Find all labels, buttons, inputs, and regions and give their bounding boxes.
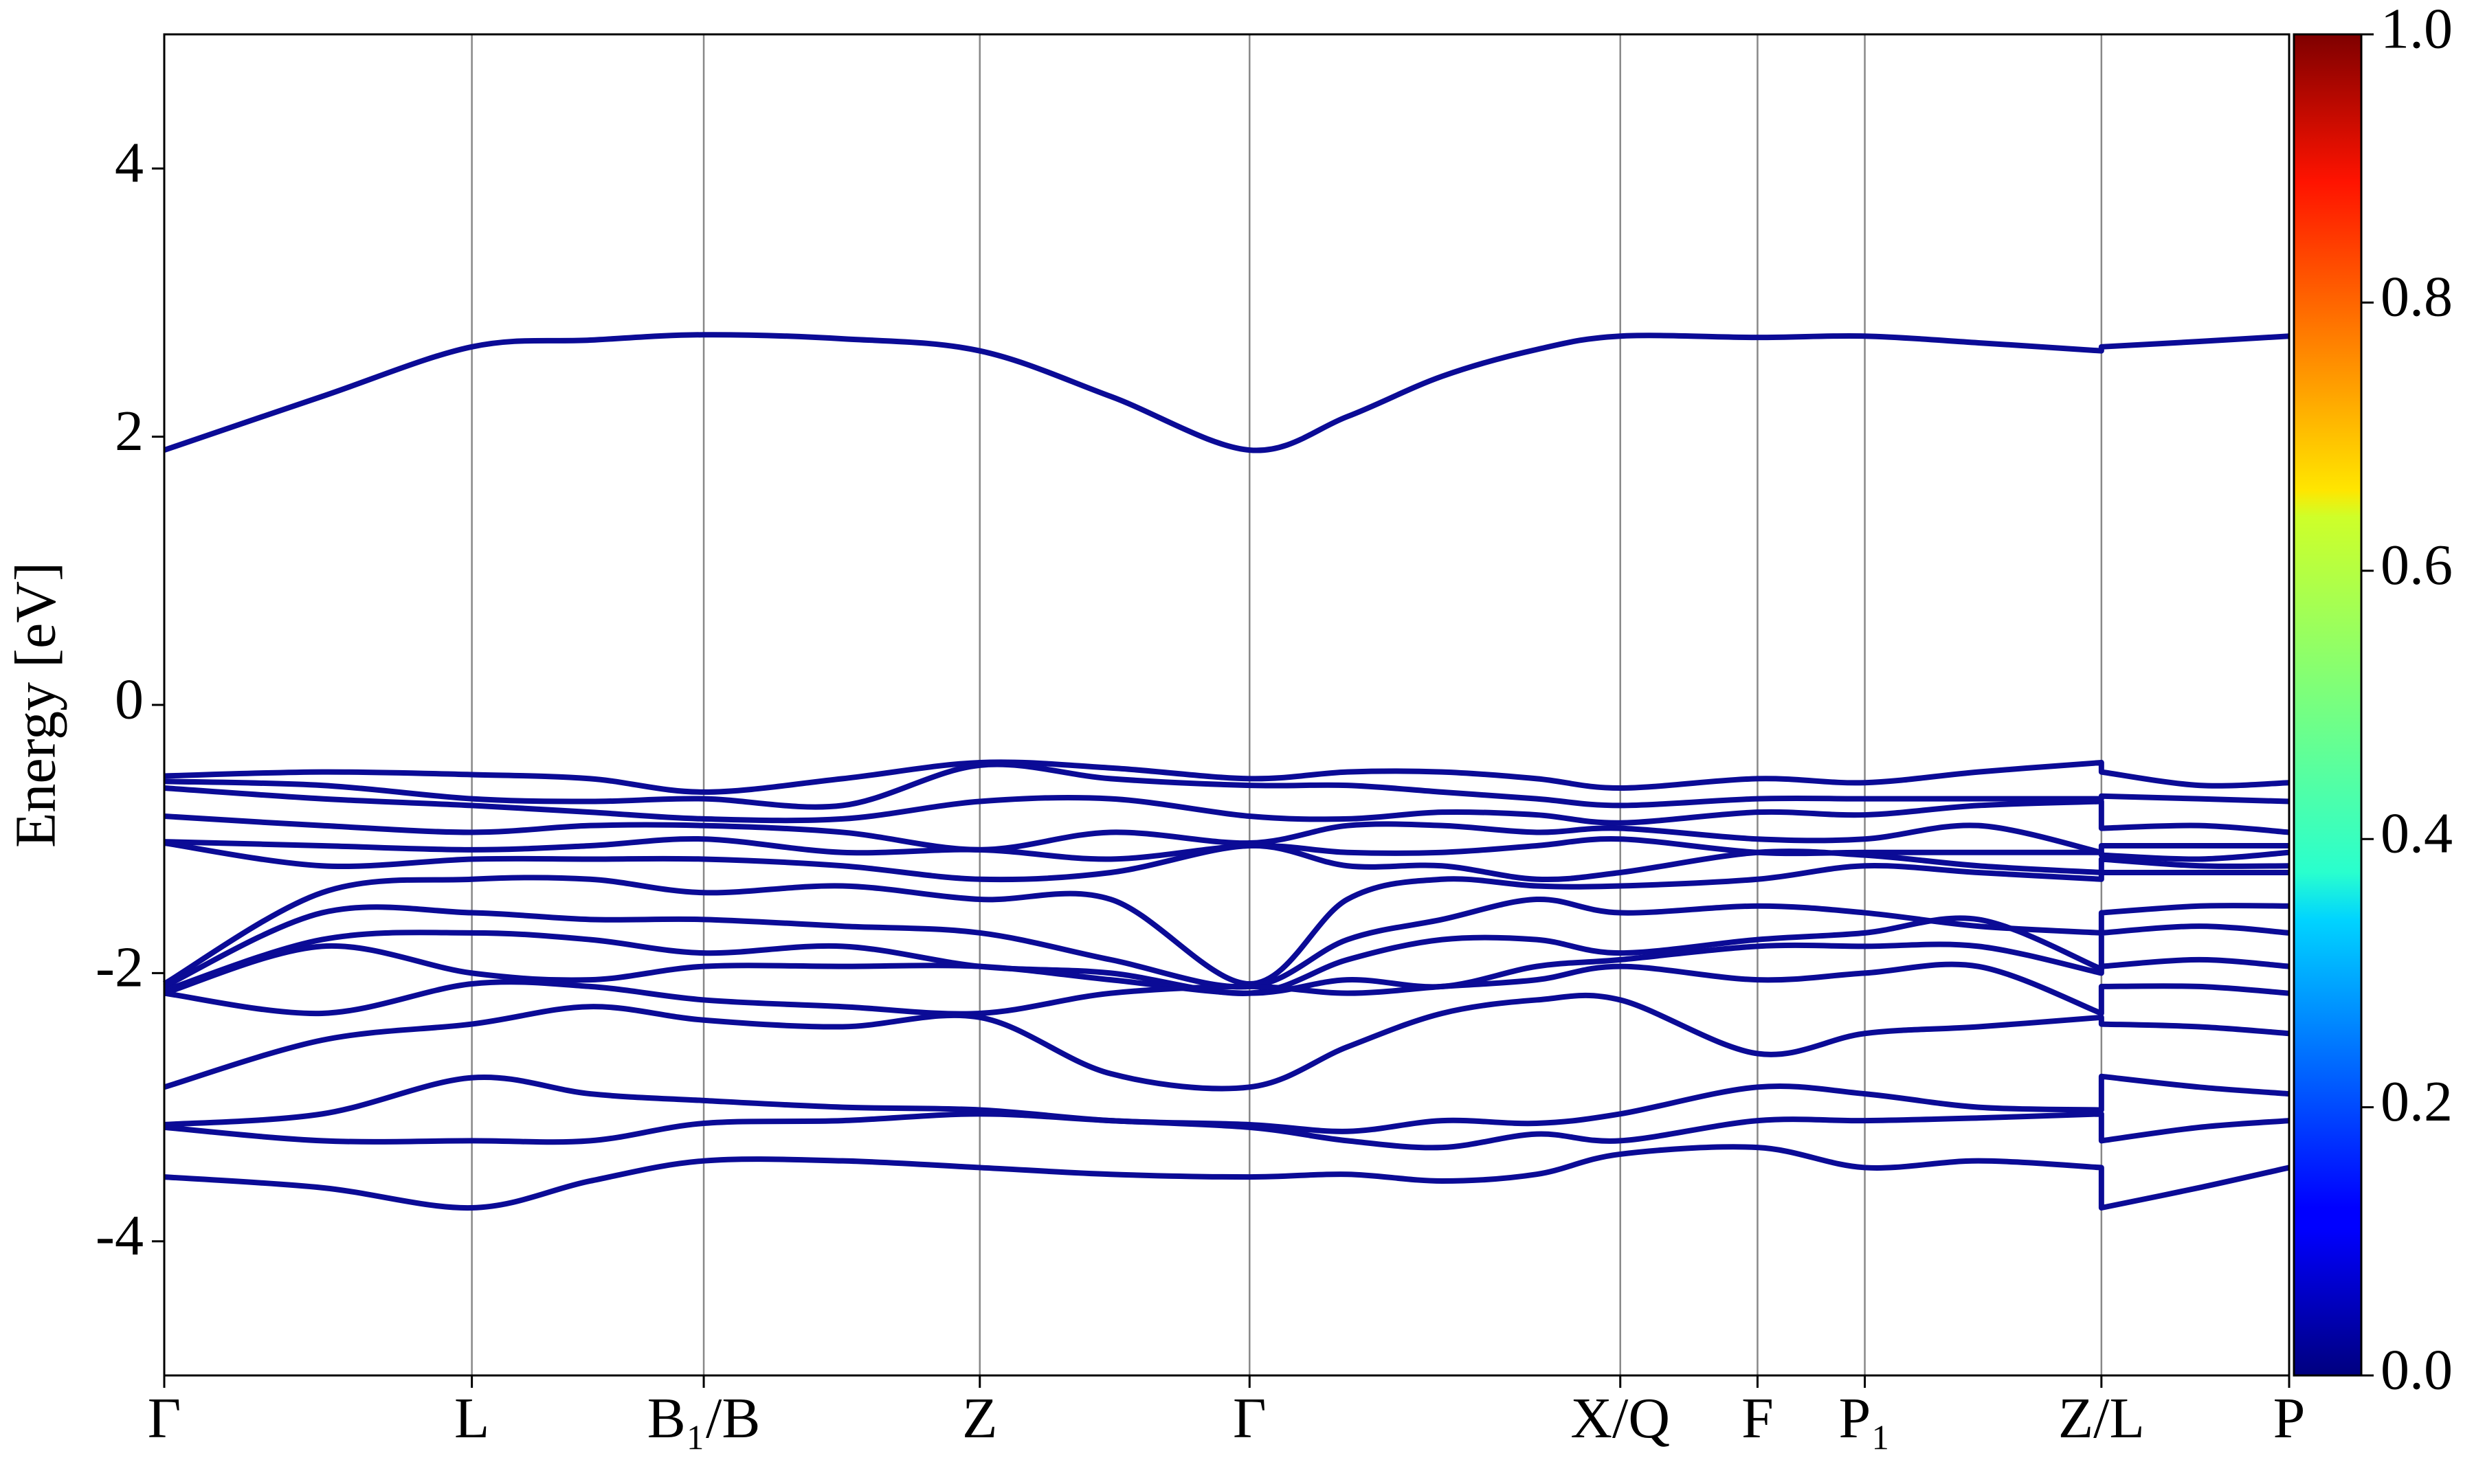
band-line — [164, 785, 2290, 835]
y-tick-label: 4 — [115, 131, 144, 194]
band-line — [163, 332, 2290, 453]
plot-area — [162, 34, 2291, 1375]
band-line — [163, 897, 2290, 990]
y-tick-label: 2 — [115, 399, 144, 463]
band-line — [164, 761, 2290, 810]
band-line — [164, 840, 2290, 883]
band-line — [164, 1144, 2290, 1211]
x-tick-label: Γ — [1233, 1386, 1267, 1450]
y-tick-label: -4 — [96, 1204, 144, 1268]
x-tick-label: Z/L — [2058, 1386, 2145, 1450]
colorbar-tick-label: 0.2 — [2381, 1070, 2453, 1134]
colorbar — [2293, 33, 2363, 1377]
x-tick-label: Z — [962, 1386, 997, 1450]
band-line — [163, 941, 2290, 996]
x-tick-label: L — [454, 1386, 489, 1450]
x-tick-label: F — [1741, 1386, 1774, 1450]
band-line — [164, 1073, 2290, 1134]
colorbar-tick-label: 1.0 — [2381, 0, 2453, 60]
band-line — [164, 1111, 2290, 1151]
colorbar-tick-label: 0.0 — [2381, 1338, 2453, 1402]
colorbar-tick-label: 0.4 — [2381, 801, 2453, 865]
y-axis-label: Energy [eV] — [3, 562, 67, 848]
plot-frame — [163, 33, 2291, 1377]
x-tick-label: Γ — [148, 1386, 181, 1450]
x-tick-label: P₁ — [1839, 1386, 1891, 1450]
y-tick-label: -2 — [96, 936, 144, 1000]
band-line — [164, 835, 2290, 862]
band-line — [163, 915, 2290, 996]
y-tick-label: 0 — [115, 667, 144, 731]
x-tick-label: P — [2273, 1386, 2306, 1450]
band-line — [164, 759, 2290, 795]
colorbar-tick-label: 0.8 — [2381, 265, 2453, 329]
x-tick-label: B₁/B — [647, 1386, 761, 1450]
band-line — [164, 961, 2290, 1017]
band-line — [164, 813, 2289, 855]
band-line — [163, 992, 2290, 1092]
x-tick-label: X/Q — [1570, 1386, 1670, 1450]
colorbar-tick-label: 0.6 — [2381, 533, 2453, 597]
band-line — [162, 863, 2289, 987]
